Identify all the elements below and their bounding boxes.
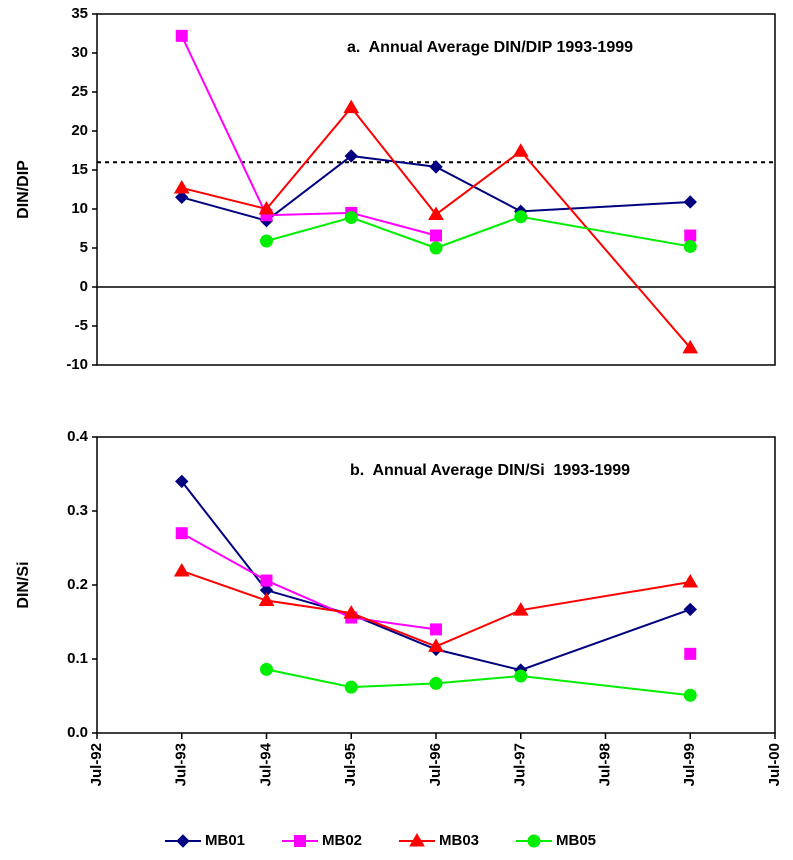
y-tick-label: 0.0 xyxy=(67,724,88,741)
data-point xyxy=(173,179,190,194)
data-point xyxy=(343,605,360,619)
data-point xyxy=(258,592,275,607)
x-tick-label: Jul-95 xyxy=(342,743,359,786)
data-point xyxy=(428,638,444,652)
x-tick-label: Jul-92 xyxy=(88,743,105,786)
data-point xyxy=(260,662,273,676)
y-tick-label: 15 xyxy=(71,161,88,178)
series-line xyxy=(266,215,691,250)
legend-label: MB01 xyxy=(205,832,245,849)
data-point xyxy=(514,210,528,224)
data-point xyxy=(512,602,529,616)
y-tick-label: 0.2 xyxy=(67,576,88,593)
data-point xyxy=(258,201,275,215)
data-point xyxy=(175,29,188,42)
legend-marker xyxy=(527,834,541,848)
y-tick-label: 35 xyxy=(71,5,88,22)
y-tick-label: 0.3 xyxy=(67,502,88,519)
chart-title: b. Annual Average DIN/Si 1993-1999 xyxy=(350,462,630,479)
x-tick-label: Jul-97 xyxy=(512,743,529,786)
data-point xyxy=(175,474,189,489)
y-tick-label: 25 xyxy=(71,83,88,100)
legend-label: MB03 xyxy=(439,832,479,849)
y-tick-label: 0.4 xyxy=(67,428,89,445)
data-point xyxy=(429,160,443,174)
y-tick-label: 20 xyxy=(71,122,88,139)
y-axis-label: DIN/DIP xyxy=(15,160,32,219)
data-point xyxy=(429,676,443,690)
data-point xyxy=(429,241,443,255)
data-point xyxy=(683,602,697,617)
x-tick-label: Jul-96 xyxy=(427,743,444,786)
data-point xyxy=(430,229,442,242)
data-point xyxy=(514,669,528,683)
data-point xyxy=(175,190,189,205)
data-point xyxy=(684,647,697,660)
legend-marker xyxy=(294,835,306,847)
data-point xyxy=(682,574,699,588)
y-tick-label: 10 xyxy=(71,200,88,217)
data-point xyxy=(512,143,529,157)
x-tick-label: Jul-94 xyxy=(257,742,274,786)
legend-marker xyxy=(176,834,190,848)
series-line xyxy=(181,569,691,648)
series-line xyxy=(266,668,691,697)
data-point xyxy=(683,195,697,209)
y-tick-label: 30 xyxy=(71,44,88,61)
y-tick-label: 5 xyxy=(80,239,88,256)
y-tick-label: 0 xyxy=(80,278,88,295)
data-point xyxy=(430,623,442,636)
x-tick-label: Jul-00 xyxy=(766,743,783,786)
data-point xyxy=(683,239,697,253)
x-tick-label: Jul-93 xyxy=(173,743,190,786)
data-point xyxy=(344,149,358,163)
legend-label: MB05 xyxy=(556,832,596,849)
data-point xyxy=(683,688,697,702)
chart-title: a. Annual Average DIN/DIP 1993-1999 xyxy=(347,39,633,56)
y-tick-label: 0.1 xyxy=(67,650,88,667)
x-tick-label: Jul-99 xyxy=(681,743,698,786)
data-point xyxy=(175,527,188,540)
plot-area xyxy=(96,13,776,366)
y-tick-label: -10 xyxy=(66,356,88,373)
y-tick-label: -5 xyxy=(75,317,88,334)
data-point xyxy=(260,234,273,248)
data-point xyxy=(260,574,273,587)
data-point xyxy=(344,680,358,694)
data-point xyxy=(682,339,699,354)
y-axis-label: DIN/Si xyxy=(15,561,32,608)
legend-marker xyxy=(409,833,425,847)
data-point xyxy=(343,99,360,114)
data-point xyxy=(344,211,358,225)
data-point xyxy=(428,206,444,220)
data-point xyxy=(173,562,190,577)
x-tick-label: Jul-98 xyxy=(596,743,613,786)
legend-label: MB02 xyxy=(322,832,362,849)
data-point xyxy=(684,229,697,242)
series-line xyxy=(181,106,692,349)
